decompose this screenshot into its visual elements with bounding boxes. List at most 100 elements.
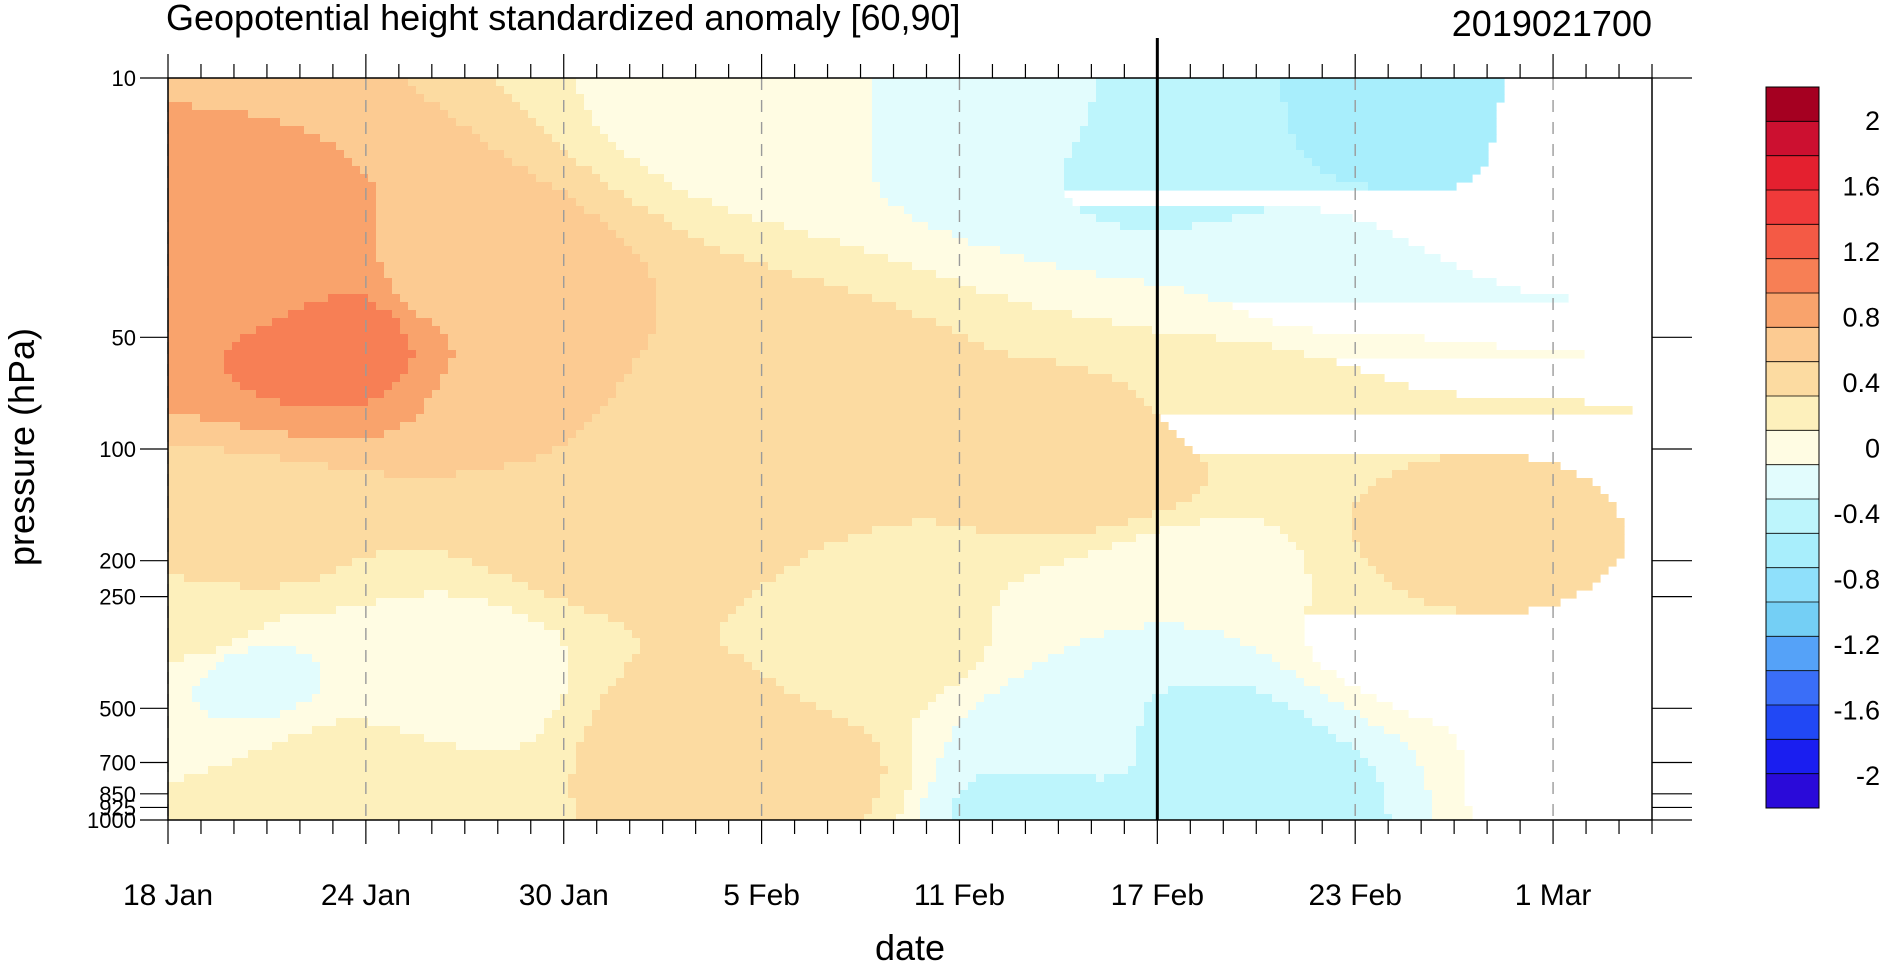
field-cell xyxy=(1080,206,1265,215)
field-cell xyxy=(672,222,785,231)
field-cell xyxy=(1304,606,1457,615)
field-cell xyxy=(928,222,1121,231)
field-cell xyxy=(1000,686,1169,695)
field-cell xyxy=(880,182,1065,191)
field-cell xyxy=(168,798,577,807)
field-cell xyxy=(872,134,1081,143)
field-cell xyxy=(1360,494,1609,503)
field-cell xyxy=(376,222,609,231)
field-cell xyxy=(168,318,273,327)
field-cell xyxy=(1312,582,1393,591)
field-cell xyxy=(384,470,457,479)
field-cell xyxy=(984,694,1153,703)
field-cell xyxy=(336,606,513,615)
field-cell xyxy=(168,590,425,599)
field-cell xyxy=(376,182,553,191)
field-cell xyxy=(976,662,1033,671)
field-cell xyxy=(1064,174,1337,183)
field-cell xyxy=(984,342,1273,351)
field-cell xyxy=(912,734,953,743)
field-cell xyxy=(336,718,369,727)
field-cell xyxy=(1288,110,1497,119)
colorbar-swatch xyxy=(1766,567,1819,603)
field-cell xyxy=(952,326,1153,335)
field-cell xyxy=(656,318,937,327)
field-cell xyxy=(168,478,1209,487)
field-cell xyxy=(1056,358,1337,367)
field-cell xyxy=(1072,150,1305,159)
field-cell xyxy=(632,366,1089,375)
field-cell xyxy=(952,806,1385,815)
y-tick-label: 200 xyxy=(99,549,136,574)
field-cell xyxy=(576,806,873,815)
field-cell xyxy=(952,798,1385,807)
field-cell xyxy=(168,406,425,415)
field-cell xyxy=(920,806,953,815)
field-cell xyxy=(504,86,577,95)
field-cell xyxy=(640,158,873,167)
field-cell xyxy=(648,206,729,215)
field-cell xyxy=(1136,390,1457,399)
field-cell xyxy=(168,246,377,255)
field-cell xyxy=(168,718,337,727)
field-cell xyxy=(168,230,377,239)
field-cell xyxy=(440,382,617,391)
field-cell xyxy=(936,518,1129,527)
field-cell xyxy=(168,574,185,583)
field-cell xyxy=(1272,342,1497,351)
field-cell xyxy=(872,174,1065,183)
field-cell xyxy=(1000,246,1425,255)
field-cell xyxy=(1344,702,1393,711)
field-cell xyxy=(1432,814,1473,820)
field-cell xyxy=(1072,310,1249,319)
field-cell xyxy=(432,318,657,327)
field-cell xyxy=(1288,102,1497,111)
field-cell xyxy=(1096,78,1281,87)
field-cell xyxy=(1280,662,1321,671)
field-cell xyxy=(912,758,937,767)
colorbar-swatch xyxy=(1766,533,1819,569)
field-cell xyxy=(544,718,593,727)
colorbar-swatch xyxy=(1766,327,1819,363)
field-cell xyxy=(576,798,873,807)
field-cell xyxy=(936,694,985,703)
field-cell xyxy=(560,142,617,151)
colorbar-swatch xyxy=(1766,430,1819,466)
field-cell xyxy=(688,230,809,239)
field-cell xyxy=(968,670,1025,679)
field-cell xyxy=(1424,598,1561,607)
field-cell xyxy=(552,182,609,191)
field-cell xyxy=(648,270,793,279)
field-cell xyxy=(168,198,377,207)
field-cell xyxy=(584,734,873,743)
field-cell xyxy=(880,790,905,799)
field-cell xyxy=(168,302,305,311)
field-cell xyxy=(488,142,561,151)
field-cell xyxy=(584,102,873,111)
x-tick-label: 17 Feb xyxy=(1111,879,1204,912)
field-cell xyxy=(1352,742,1409,751)
field-cell xyxy=(1096,86,1281,95)
field-cell xyxy=(632,198,713,207)
colorbar-swatch xyxy=(1766,190,1819,225)
field-cell xyxy=(960,678,1009,687)
field-cell xyxy=(1024,574,1313,583)
field-cell xyxy=(768,262,913,271)
field-cell xyxy=(776,574,1025,583)
field-cell xyxy=(1152,510,1353,519)
field-cell xyxy=(544,126,601,135)
field-cell xyxy=(656,310,913,319)
field-cell xyxy=(1312,158,1489,167)
field-cell xyxy=(872,166,1065,175)
field-cell xyxy=(496,78,577,87)
field-cell xyxy=(1088,366,1361,375)
field-cell xyxy=(224,358,409,367)
field-cell xyxy=(1136,742,1353,751)
field-cell xyxy=(936,270,1097,279)
field-cell xyxy=(1296,142,1489,151)
field-cell xyxy=(192,694,313,703)
chart-title: Geopotential height standardized anomaly… xyxy=(166,0,961,38)
field-cell xyxy=(1288,702,1345,711)
field-cell xyxy=(400,726,545,735)
field-cell xyxy=(184,574,321,583)
